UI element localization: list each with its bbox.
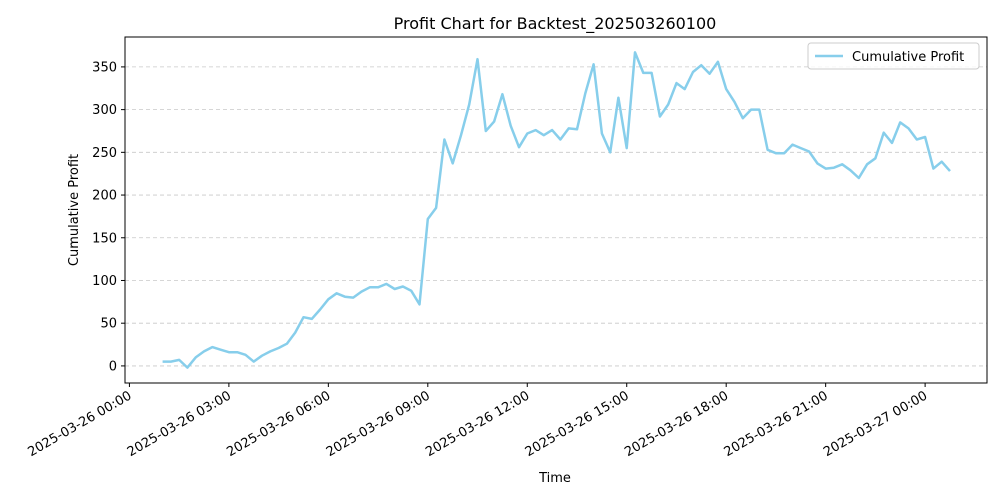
x-tick-label: 2025-03-26 00:00 <box>25 388 134 460</box>
x-tick-label: 2025-03-26 06:00 <box>224 388 333 460</box>
plot-area-frame <box>124 36 988 384</box>
x-tick-label: 2025-03-26 03:00 <box>125 388 234 460</box>
y-tick-label: 350 <box>92 60 117 75</box>
y-tick-label: 200 <box>92 189 117 204</box>
y-tick-label: 0 <box>109 359 117 374</box>
x-tick-label: 2025-03-26 18:00 <box>622 388 731 460</box>
y-tick-label: 100 <box>92 274 117 289</box>
series-line-cumulative-profit <box>162 51 951 369</box>
legend: Cumulative Profit <box>807 42 980 70</box>
x-tick-label: 2025-03-27 00:00 <box>821 388 930 460</box>
x-tick-label: 2025-03-26 21:00 <box>722 388 831 460</box>
legend-label: Cumulative Profit <box>852 50 964 65</box>
y-tick-label: 250 <box>92 146 117 161</box>
y-axis-title: Cumulative Profit <box>67 154 82 266</box>
y-tick-label: 50 <box>100 317 117 332</box>
series-layer <box>162 51 951 369</box>
y-axis: 0 50 100 150 200 250 300 350 <box>92 60 125 374</box>
chart-title: Profit Chart for Backtest_202503260100 <box>394 14 717 34</box>
legend-box <box>807 42 980 70</box>
y-tick-label: 300 <box>92 103 117 118</box>
x-tick-label: 2025-03-26 15:00 <box>523 388 632 460</box>
x-tick-label: 2025-03-26 12:00 <box>423 388 532 460</box>
x-tick-label: 2025-03-26 09:00 <box>324 388 433 460</box>
grid <box>125 66 987 367</box>
y-tick-label: 150 <box>92 231 117 246</box>
x-axis-title: Time <box>538 471 571 486</box>
